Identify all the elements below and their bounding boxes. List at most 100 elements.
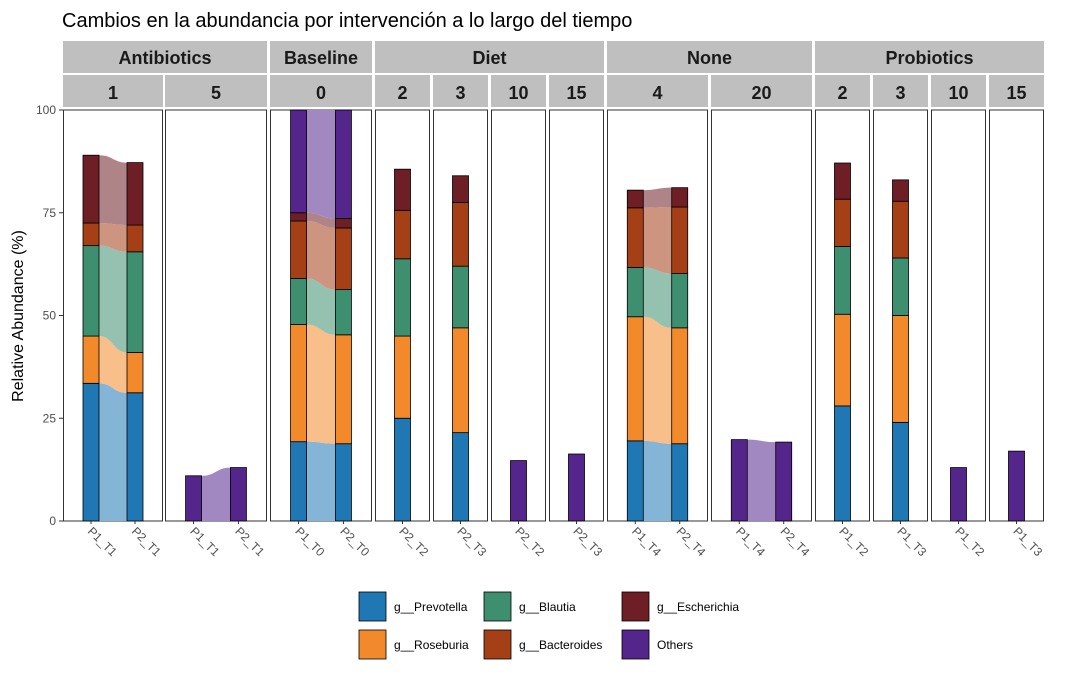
x-tick-label: P2_T1 — [232, 524, 267, 559]
legend-label: g__Prevotella — [394, 600, 468, 614]
bar-segment — [394, 335, 411, 419]
bar-segment — [510, 460, 527, 522]
bar-segment — [730, 439, 748, 522]
x-tick-label: P1_T4 — [629, 524, 664, 559]
bar-segment — [892, 421, 909, 522]
flow-ribbon — [306, 324, 336, 444]
legend: g__Prevotella g__Roseburia g__Blautia g__Ba… — [358, 591, 739, 660]
flow-ribbon — [99, 245, 127, 353]
time-strip-label: 4 — [652, 83, 662, 103]
x-tick-label: P2_T3 — [570, 524, 605, 559]
panel-border — [491, 109, 546, 522]
time-strip-label: 3 — [455, 83, 465, 103]
flow-ribbon — [99, 223, 127, 252]
x-tick-label: P1_T2 — [952, 524, 987, 559]
bar-segment — [230, 467, 247, 522]
facet-panel: P2_T2 — [375, 109, 432, 559]
legend-item: g__Blautia — [483, 591, 576, 622]
time-strip — [375, 75, 430, 107]
time-strip-label: 5 — [211, 83, 221, 103]
bar-segment — [394, 417, 411, 522]
bar-segment — [626, 207, 644, 268]
x-tick-label: P2_T1 — [129, 524, 164, 559]
bar-segment — [671, 187, 689, 208]
facet-panel: P2_T2 — [491, 109, 548, 559]
bar-segment — [394, 168, 411, 211]
legend-swatch — [621, 629, 650, 660]
bar-segment — [126, 392, 144, 522]
bar-segment — [335, 109, 352, 219]
x-tick-label: P1_T0 — [292, 524, 327, 559]
time-strip-label: 1 — [108, 83, 118, 103]
time-strip — [873, 75, 928, 107]
time-strip-label: 2 — [837, 83, 847, 103]
bar-segment — [452, 175, 469, 203]
bar-segment — [394, 258, 411, 337]
time-strip-label: 15 — [566, 83, 586, 103]
bar-segment — [82, 245, 100, 337]
legend-label: g__Escherichia — [657, 600, 739, 614]
legend-label: g__Roseburia — [394, 638, 469, 652]
facet-panel: P1_T2 — [815, 109, 872, 559]
group-strip-label: Baseline — [284, 48, 358, 68]
bar-segment — [82, 335, 100, 384]
time-strip-label: 15 — [1006, 83, 1026, 103]
time-strip — [549, 75, 604, 107]
time-strip — [491, 75, 546, 107]
bar-segment — [290, 278, 307, 325]
x-tick-label: P2_T4 — [674, 524, 709, 559]
panel-border — [931, 109, 986, 522]
legend-label: Others — [657, 638, 693, 652]
bar-segment — [290, 212, 307, 222]
flow-ribbon — [306, 278, 336, 335]
flow-ribbon — [201, 467, 231, 521]
group-strip-label: Diet — [472, 48, 506, 68]
time-strip — [63, 75, 163, 107]
bar-segment — [834, 162, 851, 200]
y-tick-label: 0 — [49, 514, 56, 528]
chart-title: Cambios en la abundancia por intervenció… — [62, 10, 632, 32]
bar-segment — [452, 327, 469, 434]
bar-segment — [775, 441, 793, 522]
bar-segment — [126, 224, 144, 253]
bar-segment — [834, 198, 851, 247]
bar-segment — [82, 154, 100, 224]
x-tick-label: P2_T3 — [454, 524, 489, 559]
legend-item: g__Roseburia — [358, 629, 469, 660]
bar-segment — [671, 327, 689, 445]
facet-panel: P1_T3 — [873, 109, 930, 559]
facet-panel: P2_T3 — [549, 109, 606, 559]
bar-segment — [394, 209, 411, 260]
panel-border — [165, 109, 267, 522]
group-strip-label: Probiotics — [885, 48, 973, 68]
bar-segment — [626, 316, 644, 442]
bar-segment — [126, 352, 144, 394]
bar-segment — [671, 206, 689, 274]
flow-ribbon — [306, 212, 336, 228]
legend-label: g__Bacteroides — [519, 638, 602, 652]
y-tick-label: 100 — [36, 103, 56, 117]
bar-segment — [626, 267, 644, 318]
flow-ribbon — [99, 336, 127, 393]
bar-segment — [834, 405, 851, 522]
bar-segment — [335, 227, 352, 291]
x-tick-label: P1_T3 — [894, 524, 929, 559]
group-strip — [375, 41, 604, 73]
flow-ribbon — [306, 441, 336, 521]
bar-segment — [568, 453, 585, 522]
bar-segment — [290, 220, 307, 279]
flow-ribbon — [306, 220, 336, 290]
bar-segment — [671, 273, 689, 329]
bar-segment — [290, 324, 307, 443]
time-strip — [607, 75, 708, 107]
bar-segment — [892, 257, 909, 316]
bar-segment — [626, 189, 644, 209]
legend-item: g__Prevotella — [358, 591, 468, 622]
facet-panel: P1_T1 P2_T1 — [165, 109, 267, 559]
panel-border — [711, 109, 812, 522]
legend-item: g__Bacteroides — [483, 629, 602, 660]
bar-segment — [290, 109, 307, 214]
time-strip — [711, 75, 812, 107]
